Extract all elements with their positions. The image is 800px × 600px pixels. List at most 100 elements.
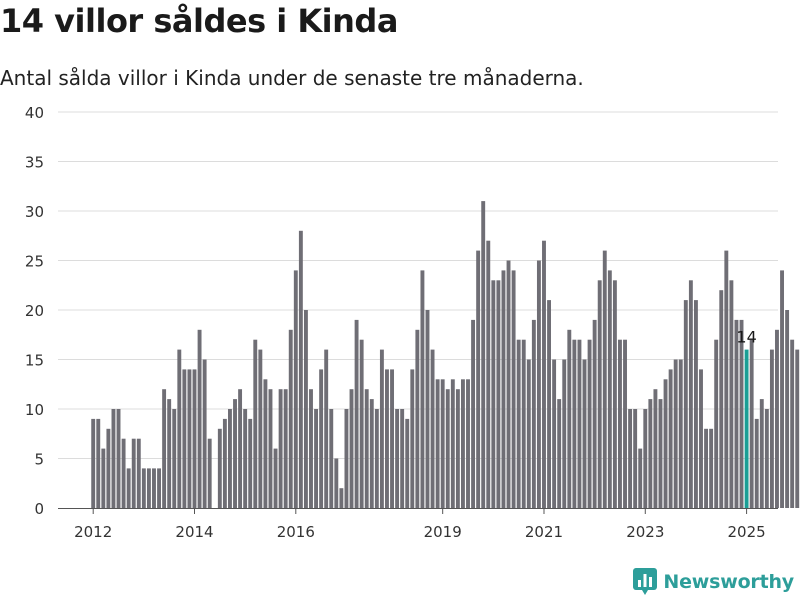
bar xyxy=(329,409,334,508)
bar xyxy=(552,359,557,508)
chart-subtitle: Antal sålda villor i Kinda under de sena… xyxy=(0,66,584,90)
bar xyxy=(709,428,714,508)
bar xyxy=(192,369,197,508)
bar xyxy=(141,468,146,508)
x-tick-label: 2021 xyxy=(525,523,563,541)
bar xyxy=(243,409,248,508)
bar xyxy=(759,399,764,508)
bar xyxy=(364,389,369,508)
bar xyxy=(491,280,496,508)
bar xyxy=(233,399,237,508)
bar xyxy=(597,280,602,508)
bar xyxy=(724,250,729,508)
bar xyxy=(152,468,156,508)
bar xyxy=(440,379,445,508)
bar xyxy=(146,468,151,508)
bar xyxy=(101,448,106,508)
bar xyxy=(481,201,486,508)
bar xyxy=(602,250,607,508)
brand-logo: Newsworthy xyxy=(633,568,794,596)
bar xyxy=(445,389,450,508)
bar xyxy=(283,389,288,508)
y-tick-label: 30 xyxy=(25,203,44,221)
bar xyxy=(339,488,344,508)
y-tick-label: 25 xyxy=(25,253,44,271)
bar xyxy=(385,369,389,508)
bar xyxy=(592,319,597,508)
bar xyxy=(668,369,673,508)
bar xyxy=(471,319,476,508)
bar xyxy=(729,280,734,508)
data-labels: 14 xyxy=(736,328,756,347)
bar xyxy=(222,418,227,508)
bar xyxy=(612,280,617,508)
bar xyxy=(496,280,501,508)
bar xyxy=(764,409,769,508)
bar xyxy=(658,399,663,508)
y-tick-label: 20 xyxy=(25,302,44,320)
bar xyxy=(126,468,131,508)
x-tick-label: 2016 xyxy=(277,523,315,541)
bar xyxy=(795,349,800,508)
bar xyxy=(719,290,724,508)
bar xyxy=(516,339,521,508)
brand-name: Newsworthy xyxy=(663,571,794,593)
bar xyxy=(618,339,622,508)
bar xyxy=(663,379,668,508)
bars xyxy=(91,201,800,509)
bar xyxy=(106,428,111,508)
bar xyxy=(258,349,263,508)
bar xyxy=(678,359,683,508)
bar xyxy=(248,418,253,508)
x-tick-label: 2025 xyxy=(727,523,765,541)
bar xyxy=(96,418,101,508)
bar xyxy=(572,339,577,508)
bar xyxy=(354,319,359,508)
y-axis-ticks: 0 5 10 15 20 25 30 35 40 xyxy=(25,104,44,518)
bar xyxy=(542,240,546,508)
bar xyxy=(557,399,562,508)
bar xyxy=(390,369,394,508)
y-tick-label: 40 xyxy=(25,104,44,122)
bar xyxy=(319,369,324,508)
bar xyxy=(623,339,627,508)
x-tick-label: 2019 xyxy=(424,523,462,541)
bar xyxy=(607,270,612,508)
bar xyxy=(359,339,364,508)
bar xyxy=(526,359,531,508)
bar xyxy=(769,349,774,508)
bar xyxy=(369,399,374,508)
bar xyxy=(303,310,308,508)
bar xyxy=(379,349,384,508)
bar xyxy=(501,270,506,508)
bar xyxy=(238,389,243,508)
bar xyxy=(739,319,744,508)
bar xyxy=(167,399,172,508)
y-tick-label: 15 xyxy=(25,352,44,370)
bar xyxy=(131,438,136,508)
bar xyxy=(187,369,192,508)
bar xyxy=(714,339,719,508)
highlight-value-label: 14 xyxy=(736,328,756,347)
bar xyxy=(648,399,653,508)
bar xyxy=(562,359,567,508)
bar xyxy=(309,389,313,508)
bar xyxy=(298,230,303,509)
y-tick-label: 5 xyxy=(34,451,44,469)
bar xyxy=(780,270,784,508)
bar xyxy=(577,339,582,508)
bar xyxy=(253,339,258,508)
bar xyxy=(202,359,207,508)
bar xyxy=(116,409,121,508)
bar xyxy=(344,409,349,508)
bar xyxy=(121,438,126,508)
bar xyxy=(785,310,790,508)
bar xyxy=(334,458,339,508)
bar xyxy=(734,319,739,508)
bar xyxy=(536,260,541,508)
bar xyxy=(374,409,379,508)
bar-highlight xyxy=(744,349,749,508)
bar xyxy=(521,339,526,508)
bar xyxy=(749,339,754,508)
bar xyxy=(136,438,141,508)
